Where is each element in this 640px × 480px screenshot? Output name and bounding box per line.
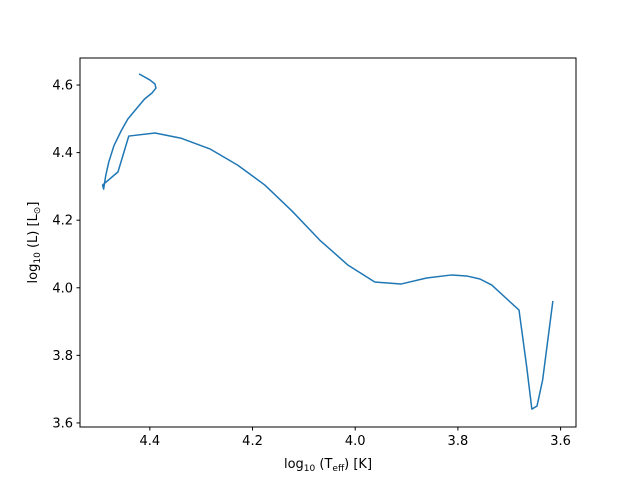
label-part: ⊙ <box>33 207 43 215</box>
y-tick-label: 4.4 <box>52 146 73 161</box>
x-tick-label: 3.8 <box>448 434 469 449</box>
label-part: eff <box>332 464 345 474</box>
y-tick-label: 4.0 <box>52 281 73 296</box>
x-tick-label: 4.4 <box>139 434 160 449</box>
y-tick-label: 3.8 <box>52 349 73 364</box>
y-tick-label: 3.6 <box>52 416 73 431</box>
x-tick-label: 4.0 <box>345 434 366 449</box>
label-part: 10 <box>33 252 43 264</box>
label-part: ] <box>26 202 41 207</box>
y-tick-label: 4.2 <box>52 214 73 229</box>
x-tick-label: 4.2 <box>242 434 263 449</box>
x-tick-label: 3.6 <box>550 434 571 449</box>
x-axis-label: log10 (Teff) [K] <box>284 457 372 474</box>
label-part: ) [K] <box>344 457 372 472</box>
y-tick-label: 4.6 <box>52 79 73 94</box>
label-part: 10 <box>304 464 316 474</box>
label-part: (L) [L <box>26 213 41 252</box>
label-part: log <box>26 264 41 284</box>
y-axis-label: log10 (L) [L⊙] <box>26 202 43 284</box>
line <box>101 73 554 410</box>
label-part: log <box>284 457 304 472</box>
axes-frame <box>79 57 577 428</box>
label-part: (T <box>315 457 332 472</box>
